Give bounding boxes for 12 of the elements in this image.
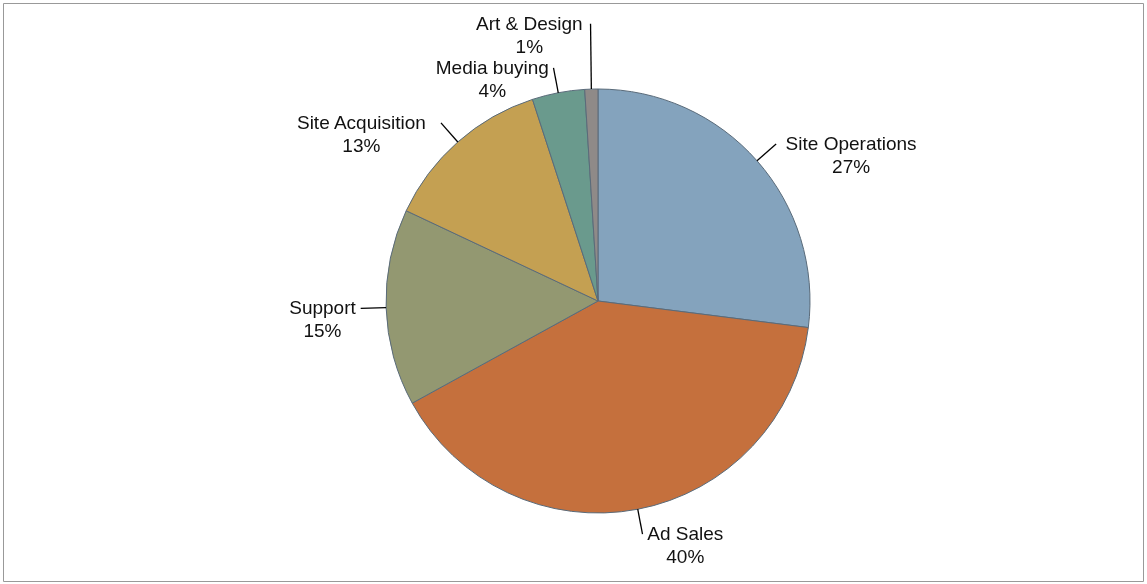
- slice-label: Support: [289, 297, 357, 319]
- slice-label: Ad Sales: [647, 523, 724, 545]
- slice-label: Site Acquisition: [296, 111, 426, 133]
- data-label: 15%: [303, 320, 342, 342]
- slice-label: Site Operations: [785, 132, 917, 154]
- data-label: 27%: [832, 155, 871, 177]
- data-label: 13%: [342, 134, 381, 156]
- data-label: 4%: [478, 79, 507, 101]
- data-label: 40%: [666, 546, 705, 568]
- slice-label: Art & Design: [476, 12, 583, 34]
- slice-label: Media buying: [435, 56, 549, 78]
- data-label: 1%: [515, 35, 544, 57]
